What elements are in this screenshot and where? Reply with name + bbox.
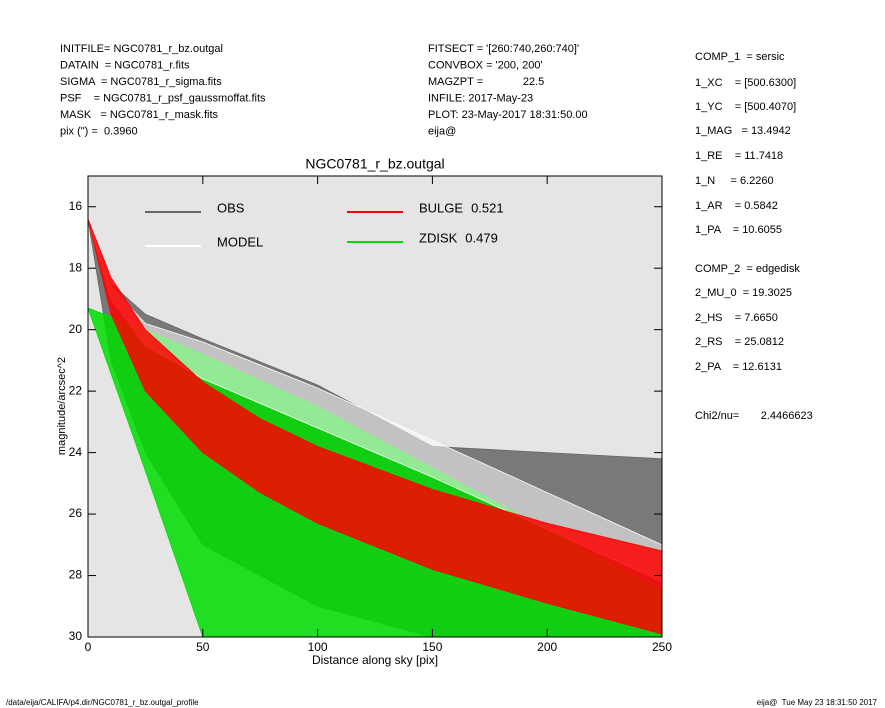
legend-label: ZDISK bbox=[419, 230, 458, 245]
plot-area bbox=[88, 218, 662, 637]
y-tick-label: 20 bbox=[69, 322, 83, 336]
header-middle-line: FITSECT = '[260:740,260:740]' bbox=[428, 43, 579, 55]
header-right-line: COMP_2 = edgedisk bbox=[695, 263, 800, 275]
x-tick-label: 50 bbox=[196, 640, 210, 654]
legend-label: MODEL bbox=[217, 234, 263, 249]
legend-label: OBS bbox=[217, 200, 245, 215]
header-middle-line: CONVBOX = '200, 200' bbox=[428, 59, 543, 71]
header-right-line: 2_HS = 7.6650 bbox=[695, 312, 778, 324]
y-tick-label: 24 bbox=[69, 445, 83, 459]
x-tick-label: 0 bbox=[85, 640, 92, 654]
legend-fraction: 0.479 bbox=[465, 230, 498, 245]
footer-stamp: eija@ Tue May 23 18:31:50 2017 bbox=[757, 698, 878, 707]
header-right-line: 1_MAG = 13.4942 bbox=[695, 125, 791, 137]
header-middle-line: PLOT: 23-May-2017 18:31:50.00 bbox=[428, 109, 588, 121]
x-tick-label: 100 bbox=[308, 640, 328, 654]
x-tick-label: 150 bbox=[422, 640, 442, 654]
y-axis-label: magnitude/arcsec^2 bbox=[56, 357, 68, 455]
header-left-line: PSF = NGC0781_r_psf_gaussmoffat.fits bbox=[60, 92, 266, 104]
header-left-line: SIGMA = NGC0781_r_sigma.fits bbox=[60, 76, 222, 88]
legend-fraction: 0.521 bbox=[471, 200, 504, 215]
header-left-line: MASK = NGC0781_r_mask.fits bbox=[60, 109, 219, 121]
chart-title: NGC0781_r_bz.outgal bbox=[305, 156, 444, 172]
header-right-line: 1_YC = [500.4070] bbox=[695, 101, 796, 113]
header-middle-line: eija@ bbox=[428, 125, 456, 137]
x-tick-label: 200 bbox=[537, 640, 557, 654]
footer-path: /data/eija/CALIFA/p4.dir/NGC0781_r_bz.ou… bbox=[6, 698, 199, 707]
plot-frame bbox=[87, 175, 663, 638]
legend-label: BULGE bbox=[419, 200, 463, 215]
y-tick-label: 16 bbox=[69, 199, 83, 213]
header-left-line: pix (") = 0.3960 bbox=[60, 125, 138, 137]
header-right-line: COMP_1 = sersic bbox=[695, 51, 785, 63]
band-area bbox=[88, 218, 662, 635]
header-right-line: 1_PA = 10.6055 bbox=[695, 224, 782, 236]
header-right-line: 2_RS = 25.0812 bbox=[695, 336, 784, 348]
header-right-line: 1_RE = 11.7418 bbox=[695, 150, 783, 162]
header-right-line: Chi2/nu= 2.4466623 bbox=[695, 410, 813, 422]
y-tick-label: 28 bbox=[69, 568, 83, 582]
header-right-line: 1_N = 6.2260 bbox=[695, 175, 774, 187]
header-left-line: DATAIN = NGC0781_r.fits bbox=[60, 59, 190, 71]
x-axis-label: Distance along sky [pix] bbox=[312, 653, 438, 667]
y-tick-label: 26 bbox=[69, 506, 83, 520]
header-left-line: INITFILE= NGC0781_r_bz.outgal bbox=[60, 43, 223, 55]
header-right-line: 1_AR = 0.5842 bbox=[695, 200, 778, 212]
header-right-line: 2_MU_0 = 19.3025 bbox=[695, 287, 792, 299]
header-right-line: 1_XC = [500.6300] bbox=[695, 77, 796, 89]
header-middle-line: MAGZPT = 22.5 bbox=[428, 76, 544, 88]
header-right-line: 2_PA = 12.6131 bbox=[695, 361, 782, 373]
header-middle-line: INFILE: 2017-May-23 bbox=[428, 92, 533, 104]
y-tick-label: 30 bbox=[69, 629, 83, 643]
x-tick-label: 250 bbox=[652, 640, 672, 654]
y-tick-label: 22 bbox=[69, 383, 83, 397]
y-tick-label: 18 bbox=[69, 260, 83, 274]
